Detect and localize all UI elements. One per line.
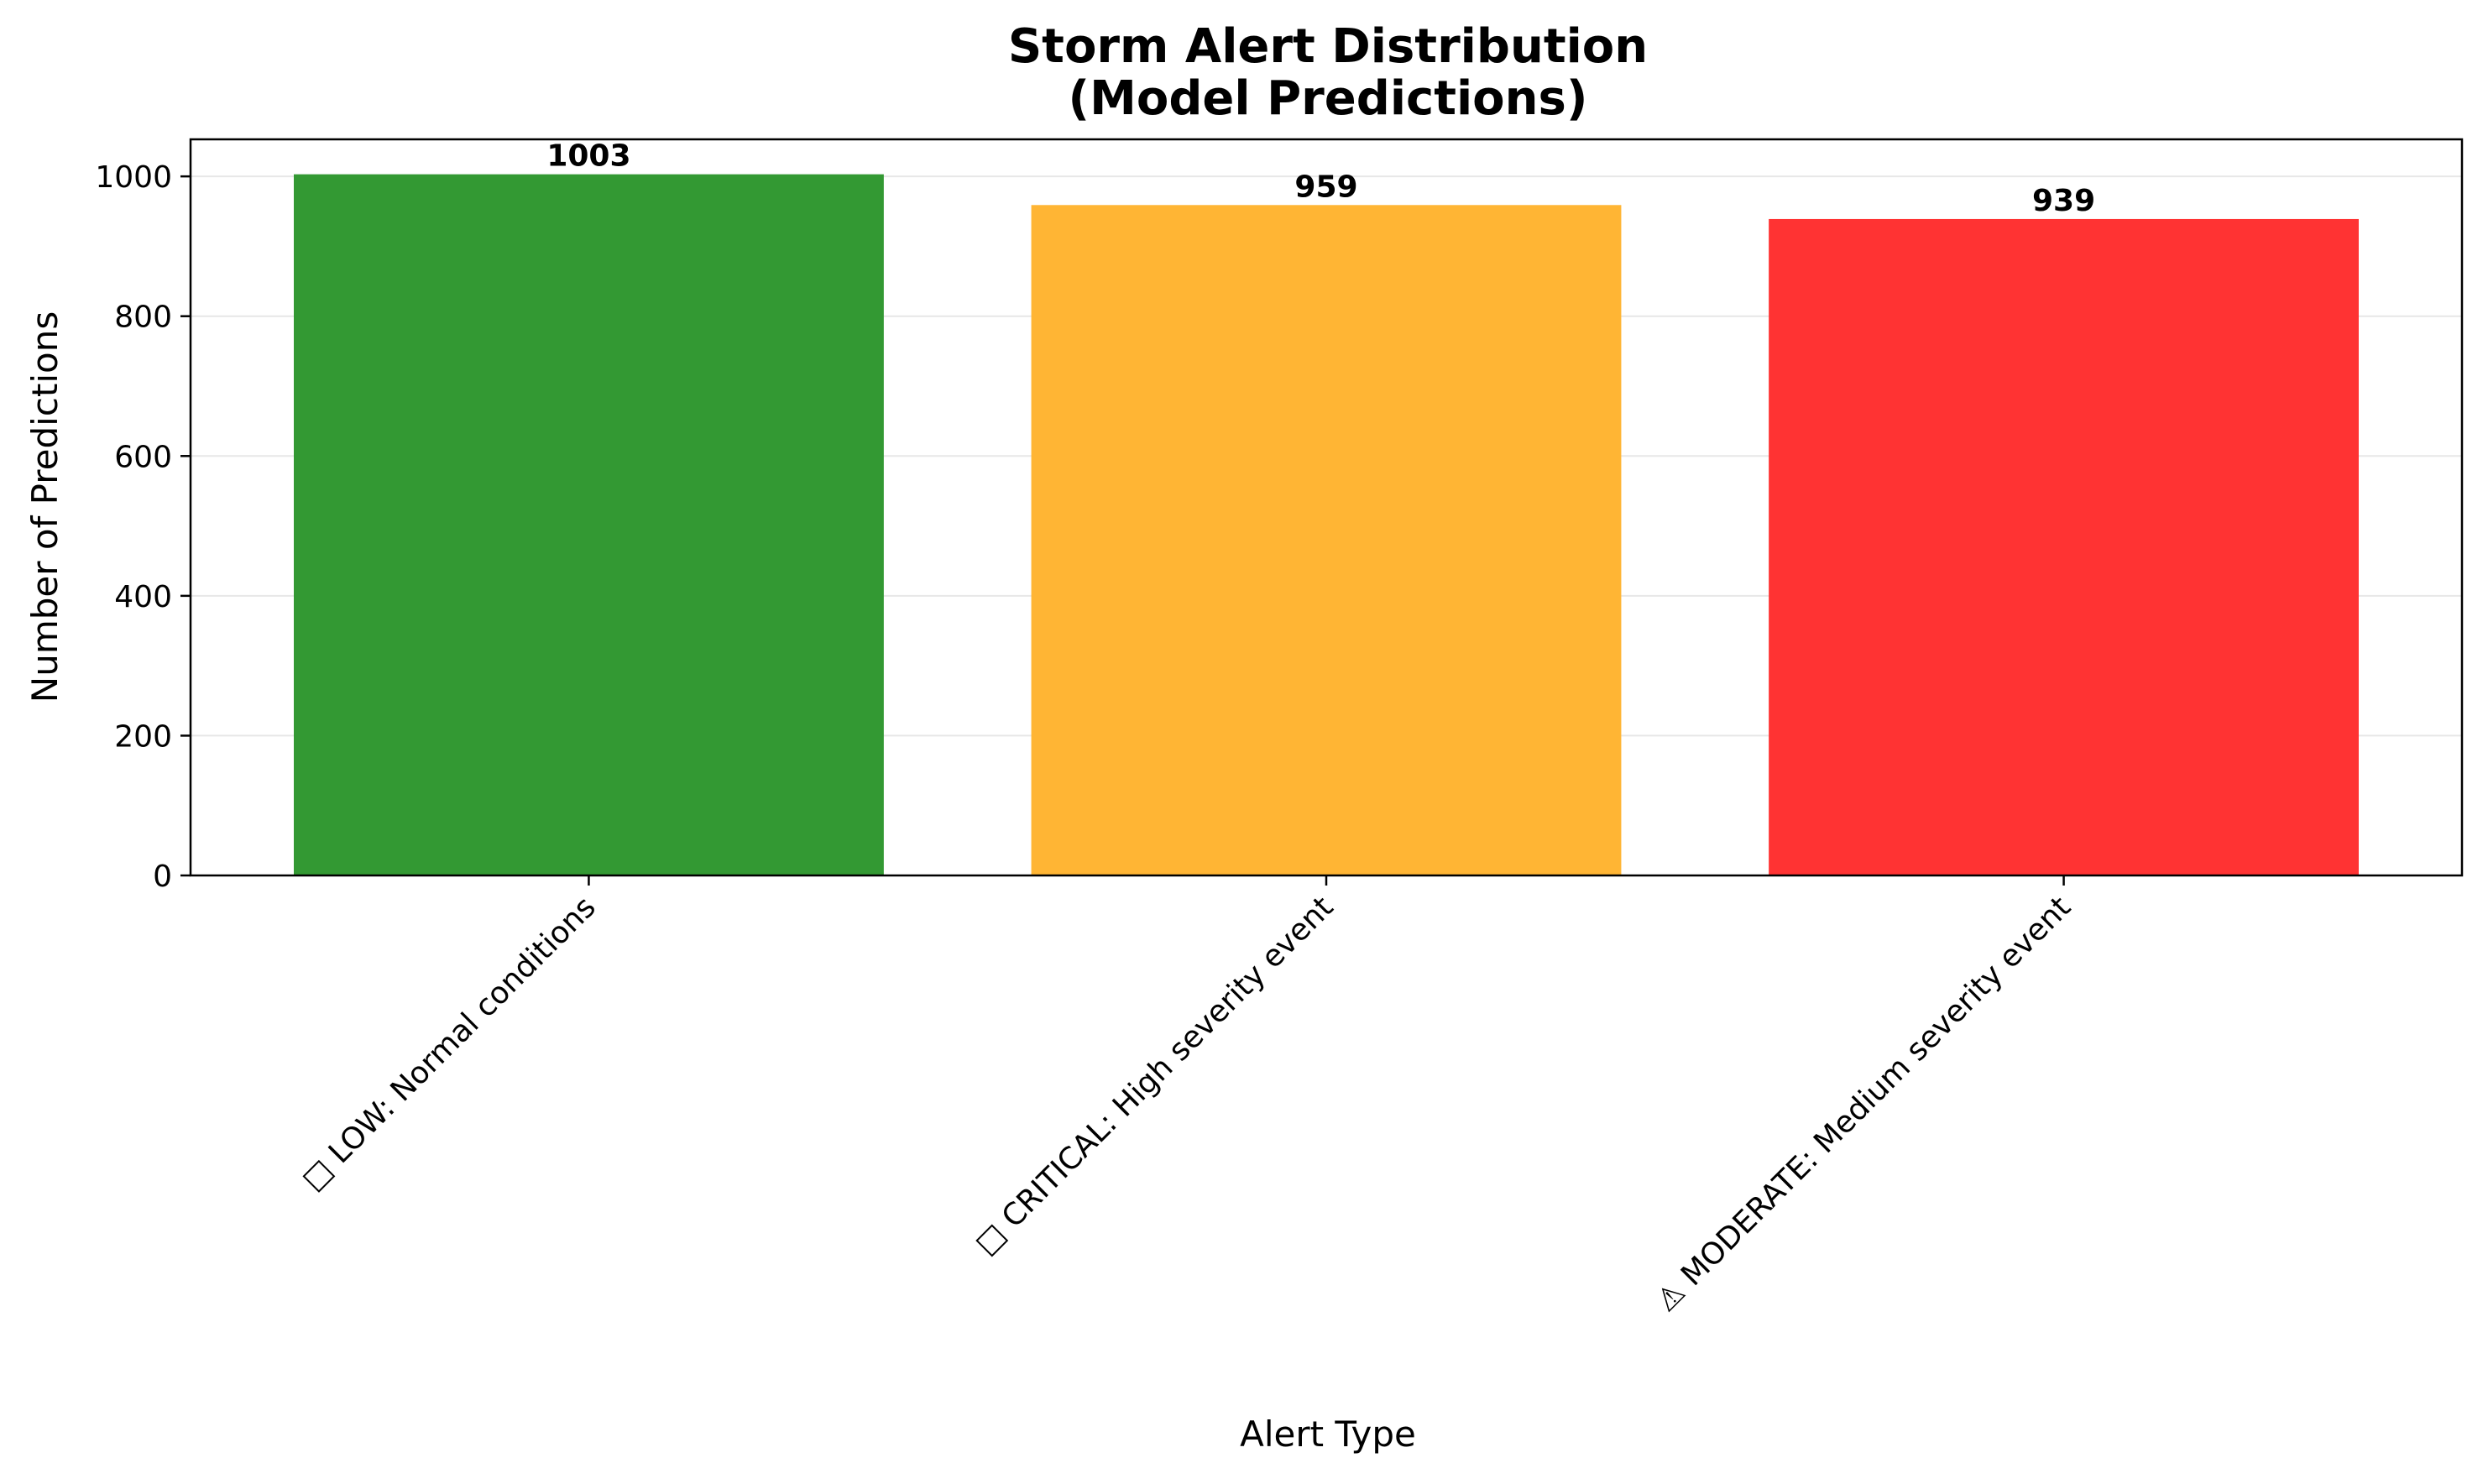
- chart-title-line-2: (Model Predictions): [1069, 71, 1588, 126]
- x-axis-label: Alert Type: [1240, 1413, 1416, 1455]
- y-tick-label: 600: [114, 440, 172, 474]
- bar-value-label: 959: [1294, 170, 1357, 204]
- bars: [294, 174, 2359, 875]
- bar-value-label: 939: [2032, 184, 2095, 218]
- y-tick-label: 0: [153, 860, 172, 894]
- bar: [1769, 218, 2359, 875]
- y-tick-label: 1000: [95, 160, 172, 195]
- y-axis-ticks: 0 200 400 600 800 1000: [95, 160, 191, 894]
- y-tick-label: 800: [114, 300, 172, 335]
- bar: [294, 174, 884, 875]
- y-tick-label: 400: [114, 580, 172, 614]
- bar-value-labels: 1003 959 939: [546, 139, 2095, 218]
- bar: [1031, 205, 1622, 875]
- chart-title-line-1: Storm Alert Distribution: [1008, 19, 1648, 74]
- bar-value-label: 1003: [546, 139, 630, 174]
- y-axis-label: Number of Predictions: [24, 311, 65, 703]
- y-tick-label: 200: [114, 719, 172, 754]
